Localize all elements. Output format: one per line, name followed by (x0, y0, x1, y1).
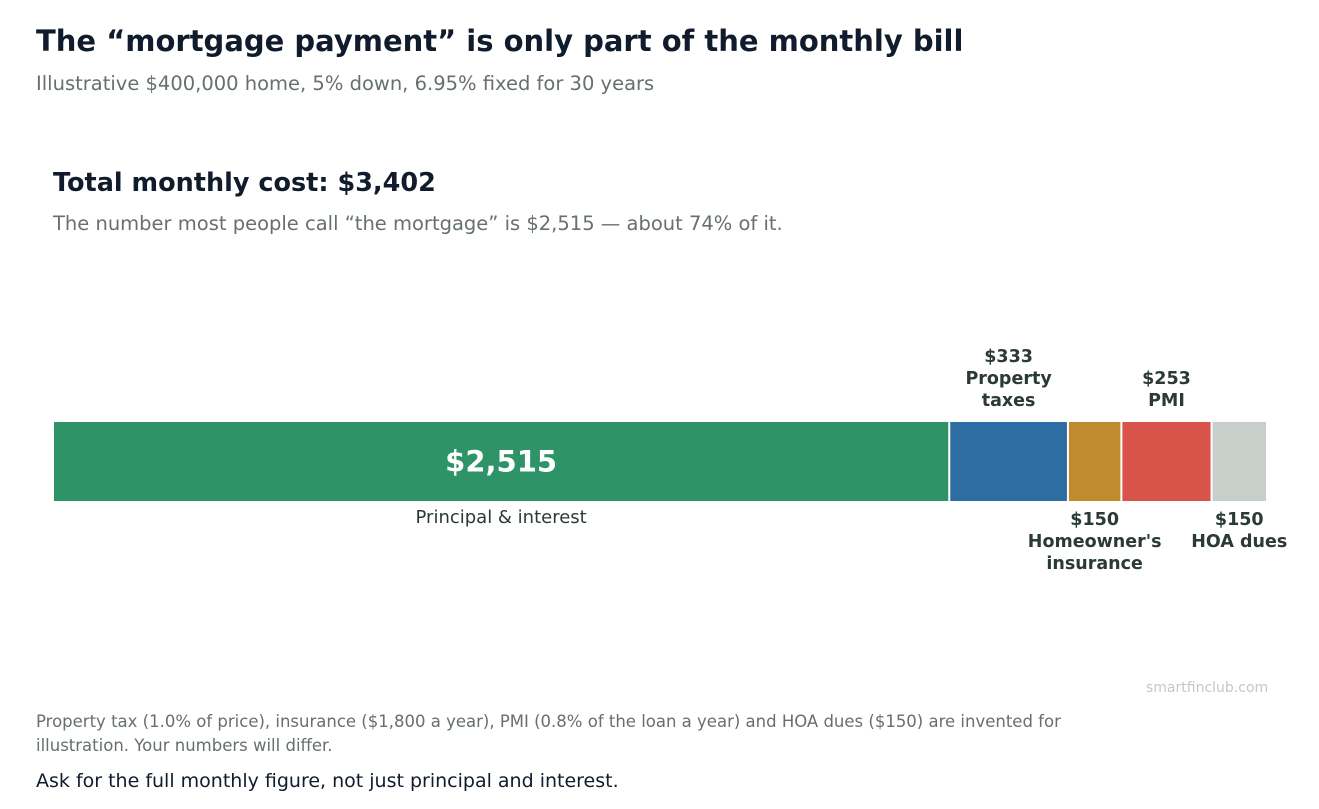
bar-value-label-property-taxes: $333 (984, 347, 1033, 367)
bar-category-label-pmi: PMI (1148, 391, 1185, 411)
bar-category-label-homeowner-s-insurance: insurance (1046, 554, 1143, 574)
bar-segment-property-taxes (950, 422, 1067, 501)
chart-title: The “mortgage payment” is only part of t… (36, 24, 964, 58)
bar-value-label-pmi: $253 (1142, 369, 1191, 389)
mortgage-share-note: The number most people call “the mortgag… (53, 212, 783, 235)
bar-category-label-hoa-dues: HOA dues (1191, 532, 1287, 552)
bar-category-label-principal-interest: Principal & interest (416, 507, 587, 528)
bar-segment-pmi (1122, 422, 1211, 501)
source-credit: smartfinclub.com (1146, 680, 1269, 696)
bar-value-label-hoa-dues: $150 (1215, 510, 1264, 530)
assumptions-footnote: Property tax (1.0% of price), insurance … (36, 712, 1061, 755)
takeaway-text: Ask for the full monthly figure, not jus… (36, 770, 619, 792)
bar-category-label-property-taxes: taxes (982, 391, 1036, 411)
bar-category-label-property-taxes: Property (965, 369, 1052, 389)
bar-category-label-homeowner-s-insurance: Homeowner's (1028, 532, 1162, 552)
bar-segment-hoa-dues (1212, 422, 1266, 501)
total-cost-headline: Total monthly cost: $3,402 (53, 168, 436, 198)
bar-segment-homeowner-s-insurance (1068, 422, 1121, 501)
bar-value-label-homeowner-s-insurance: $150 (1070, 510, 1119, 530)
chart-subtitle: Illustrative $400,000 home, 5% down, 6.9… (36, 72, 655, 95)
bar-value-label-principal-interest: $2,515 (445, 445, 557, 479)
bar-segment-principal-interest (54, 422, 949, 501)
